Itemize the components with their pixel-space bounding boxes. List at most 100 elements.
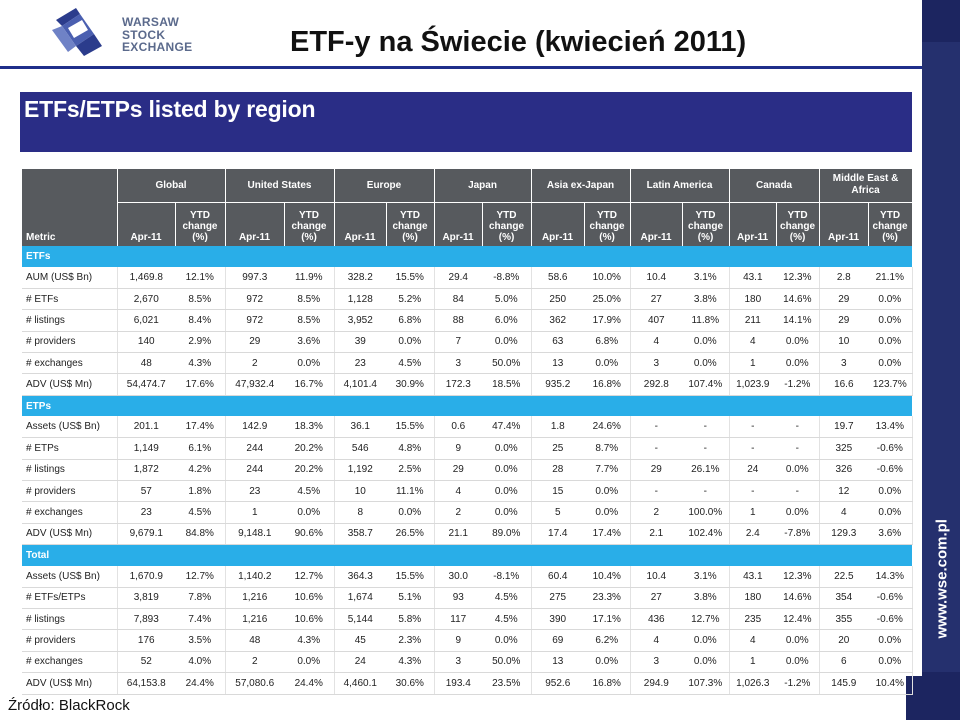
change-cell: -8.1% [482,565,532,588]
value-cell: 69 [531,629,585,652]
change-cell: 0.0% [284,501,335,524]
period-header: Apr-11 [334,202,387,246]
value-cell: 1,192 [334,459,386,482]
change-cell: 0.0% [482,480,532,503]
change-cell: 0.0% [776,651,820,674]
metric-cell: # ETFs [22,288,118,311]
value-cell: 997.3 [225,267,284,289]
change-cell: -0.6% [868,587,913,609]
value-cell: 1 [729,352,777,375]
metric-cell: # listings [22,608,118,631]
change-cell: 107.4% [682,373,730,396]
value-cell: 275 [531,587,585,609]
change-cell: 14.6% [776,587,820,609]
change-cell: 6.8% [386,309,435,332]
change-cell: 7.7% [584,459,631,482]
change-cell: 15.5% [386,416,435,439]
change-cell: - [682,437,730,460]
value-cell: 1,026.3 [729,672,777,695]
change-cell: 0.0% [868,352,913,375]
value-cell: 25 [531,437,585,460]
value-cell: 1,469.8 [117,267,175,289]
value-cell: 22.5 [819,565,869,588]
value-cell: 145.9 [819,672,869,695]
metric-cell: Assets (US$ Bn) [22,416,118,439]
value-cell: 1 [729,651,777,674]
value-cell: 10.4 [630,267,683,289]
region-header: Middle East & Africa [819,169,913,203]
change-cell: 12.4% [776,608,820,631]
change-cell: 24.6% [584,416,631,439]
wse-logo-mark-icon [52,8,102,56]
value-cell: 201.1 [117,416,175,439]
change-cell: 21.1% [868,267,913,289]
change-cell: 6.8% [584,331,631,354]
metric-cell: # listings [22,309,118,332]
change-cell: 0.0% [584,501,631,524]
change-cell: 15.5% [386,565,435,588]
change-cell: 17.4% [584,523,631,546]
change-cell: -0.6% [868,437,913,460]
change-cell: 84.8% [175,523,226,546]
value-cell: 354 [819,587,869,609]
change-cell: 10.4% [868,672,913,695]
change-cell: 0.0% [284,651,335,674]
change-cell: 6.1% [175,437,226,460]
change-cell: 3.1% [682,565,730,588]
change-cell: 12.7% [682,608,730,631]
value-cell: 4 [729,629,777,652]
ytd-change-header: YTD change (%) [584,202,631,246]
value-cell: 176 [117,629,175,652]
change-cell: 0.0% [584,651,631,674]
value-cell: 13 [531,352,585,375]
sidebar-bottom-accent [922,672,960,720]
change-cell: 26.5% [386,523,435,546]
logo-text: WARSAW STOCK EXCHANGE [122,16,192,54]
change-cell: - [776,437,820,460]
table-row: ADV (US$ Mn) 9,679.1 84.8% 9,148.1 90.6% 358.… [22,523,913,546]
change-cell: -1.2% [776,672,820,695]
sidebar-top-accent [922,0,960,42]
change-cell: 2.3% [386,629,435,652]
value-cell: 13 [531,651,585,674]
value-cell: 17.4 [531,523,585,546]
value-cell: 1,128 [334,288,386,311]
value-cell: 9,148.1 [225,523,284,546]
change-cell: -0.6% [868,459,913,482]
change-cell: 20.2% [284,437,335,460]
change-cell: 4.5% [482,608,532,631]
change-cell: 0.0% [682,331,730,354]
change-cell: 17.4% [175,416,226,439]
value-cell: 935.2 [531,373,585,396]
value-cell: 211 [729,309,777,332]
change-cell: -0.6% [868,608,913,631]
value-cell: 64,153.8 [117,672,175,695]
table-body: ETFs AUM (US$ Bn) 1,469.8 12.1% 997.3 11.9% 32… [22,246,913,695]
metric-cell: AUM (US$ Bn) [22,267,118,289]
change-cell: 3.6% [868,523,913,546]
value-cell: 4,460.1 [334,672,386,695]
value-cell: 9 [434,437,483,460]
change-cell: 16.8% [584,672,631,695]
value-cell: 244 [225,437,284,460]
change-cell: - [682,416,730,439]
change-cell: 5.0% [482,288,532,311]
change-cell: 0.0% [776,501,820,524]
value-cell: 4 [819,501,869,524]
value-cell: 292.8 [630,373,683,396]
change-cell: 4.5% [386,352,435,375]
value-cell: 355 [819,608,869,631]
change-cell: 8.5% [284,309,335,332]
change-cell: 10.6% [284,587,335,609]
ytd-change-header: YTD change (%) [682,202,730,246]
change-cell: 4.8% [386,437,435,460]
value-cell: 2.1 [630,523,683,546]
change-cell: 18.3% [284,416,335,439]
change-cell: 3.6% [284,331,335,354]
value-cell: 15 [531,480,585,503]
change-cell: 100.0% [682,501,730,524]
change-cell: 24.4% [284,672,335,695]
table-row: # providers 140 2.9% 29 3.6% 39 0.0% 7 0.0% 63 6.8… [22,331,913,354]
value-cell: 54,474.7 [117,373,175,396]
change-cell: 47.4% [482,416,532,439]
